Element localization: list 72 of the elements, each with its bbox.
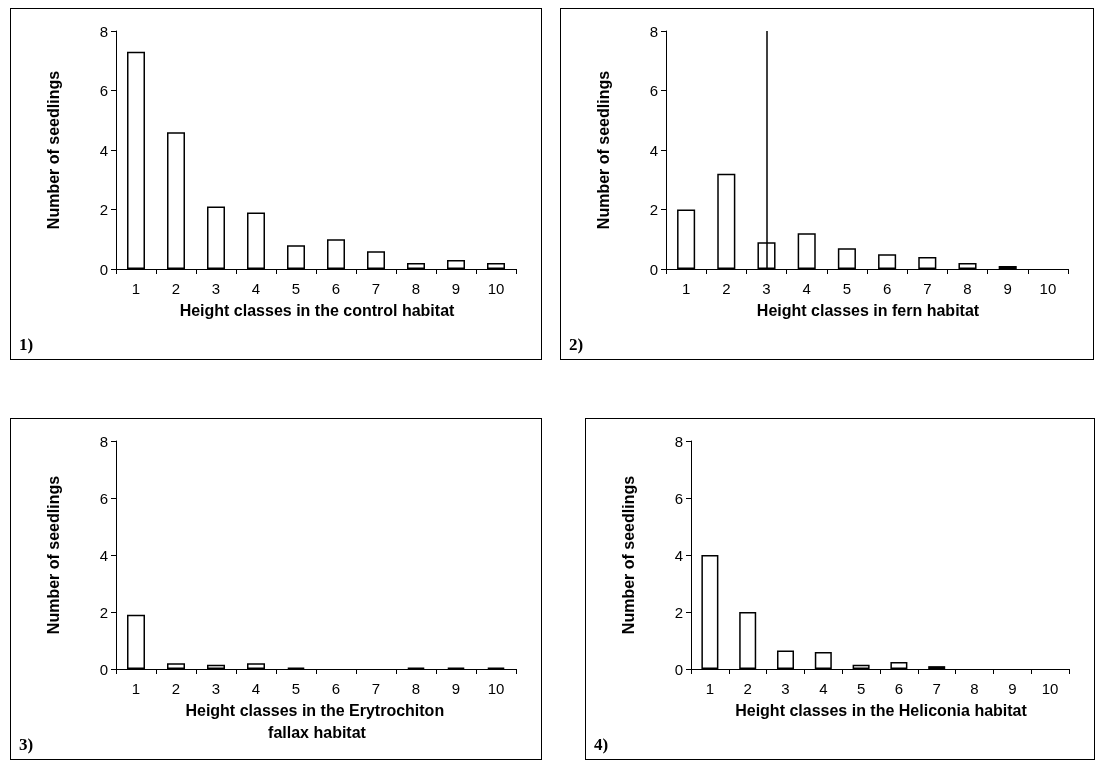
x-tick-label: 10	[487, 280, 505, 297]
x-tick-label: 6	[331, 680, 341, 697]
x-tick-label: 10	[1041, 680, 1059, 697]
y-tick-label: 6	[99, 489, 108, 507]
x-tick-label: 5	[856, 680, 866, 697]
x-tick-label: 8	[970, 680, 979, 697]
y-tick-label: 4	[674, 546, 683, 564]
y-axis-title: Number of seedlings	[44, 70, 62, 230]
x-tick-label: 4	[819, 680, 828, 697]
x-tick-label: 10	[487, 680, 505, 697]
x-tick-label: 8	[411, 680, 421, 697]
x-tick-label: 9	[1003, 280, 1012, 297]
x-tick-label: 1	[705, 680, 715, 697]
y-tick-label: 0	[99, 660, 108, 678]
x-tick-label: 1	[131, 680, 141, 697]
y-tick-label: 6	[649, 82, 658, 99]
y-tick-label: 2	[99, 603, 108, 621]
y-tick-label: 6	[99, 82, 108, 99]
x-tick-label: 8	[963, 280, 972, 297]
y-axis-title: Number of seedlings	[619, 475, 637, 635]
y-tick-label: 8	[99, 22, 108, 40]
x-tick-label: 1	[681, 280, 691, 297]
x-tick-label: 2	[171, 280, 181, 297]
x-tick-label: 7	[923, 280, 932, 297]
x-tick-label: 6	[894, 680, 904, 697]
x-tick-label: 5	[291, 280, 301, 297]
y-tick-label: 6	[674, 489, 683, 507]
x-tick-label: 3	[781, 680, 790, 697]
x-tick-label: 2	[743, 680, 752, 697]
y-tick-label: 4	[99, 546, 108, 564]
x-tick-label: 3	[211, 680, 221, 697]
y-tick-label: 2	[674, 603, 683, 621]
x-tick-label: 3	[762, 280, 771, 297]
text: 3)	[19, 735, 34, 754]
x-tick-label: 3	[211, 280, 221, 297]
x-tick-label: 7	[371, 280, 381, 297]
x-axis-title: Height classes in the Erytrochiton fallax habitat	[185, 701, 449, 741]
y-tick-label: 0	[649, 260, 658, 278]
x-tick-label: 4	[251, 280, 261, 297]
x-axis-title: Height classes in fern habitat	[756, 301, 980, 319]
x-tick-label: 2	[171, 680, 181, 697]
x-tick-label: 9	[451, 280, 461, 297]
y-tick-label: 4	[649, 141, 658, 159]
x-axis-title: Height classes in the Heliconia habitat	[735, 701, 1028, 719]
y-tick-label: 8	[674, 432, 683, 450]
x-tick-label: 7	[932, 680, 941, 697]
y-tick-label: 2	[99, 201, 108, 218]
x-tick-label: 6	[882, 280, 892, 297]
x-tick-label: 8	[411, 280, 421, 297]
x-tick-label: 4	[251, 680, 261, 697]
x-tick-label: 4	[802, 280, 811, 297]
y-tick-label: 0	[99, 260, 108, 278]
y-axis-title: Number of seedlings	[594, 70, 612, 230]
x-tick-label: 9	[451, 680, 461, 697]
x-tick-label: 9	[1008, 680, 1017, 697]
x-axis-title: Height classes in the control habitat	[179, 301, 456, 319]
y-tick-label: 8	[649, 22, 658, 40]
y-tick-label: 8	[99, 432, 108, 450]
x-tick-label: 6	[331, 280, 341, 297]
x-tick-label: 5	[842, 280, 852, 297]
x-tick-label: 10	[1039, 280, 1057, 297]
y-tick-label: 4	[99, 141, 108, 159]
x-tick-label: 2	[722, 280, 731, 297]
x-tick-label: 7	[371, 680, 381, 697]
y-tick-label: 2	[649, 201, 658, 218]
x-tick-label: 1	[131, 280, 141, 297]
x-tick-label: 5	[291, 680, 301, 697]
text: 4)	[594, 735, 609, 754]
text: 2)	[569, 335, 584, 354]
text: 1)	[19, 335, 34, 354]
y-tick-label: 0	[674, 660, 683, 678]
y-axis-title: Number of seedlings	[44, 475, 62, 635]
